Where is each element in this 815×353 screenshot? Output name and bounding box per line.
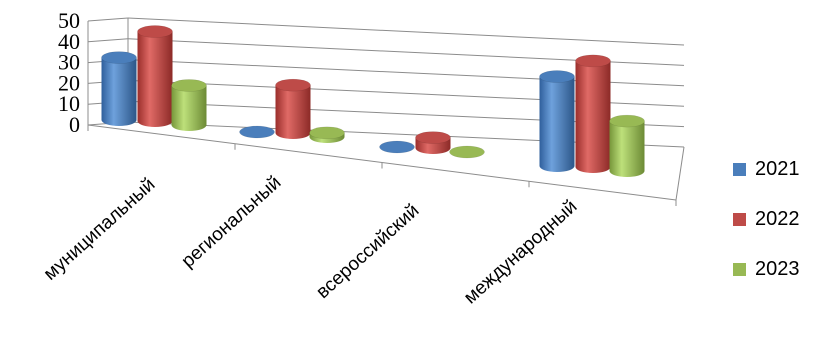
bar-body	[540, 77, 575, 172]
legend-swatch-2021	[733, 163, 746, 176]
side-gridline	[88, 39, 128, 42]
bar-top	[102, 52, 137, 64]
bar-top	[310, 127, 345, 139]
bar-top	[172, 79, 207, 91]
bars	[102, 26, 645, 177]
bar-body	[172, 85, 207, 131]
bar-2021-1	[240, 126, 275, 138]
bar-2023-1	[310, 127, 345, 143]
bar-top	[416, 132, 451, 144]
bar-2023-3	[610, 115, 645, 177]
legend-label-2023: 2023	[755, 258, 800, 281]
y-tick-label: 50	[58, 8, 80, 33]
bar-2021-3	[540, 71, 575, 172]
legend-item-2023: 2023	[733, 257, 813, 281]
bar-body	[576, 61, 611, 173]
bar-2023-0	[172, 79, 207, 131]
legend-swatch-2022	[733, 213, 746, 226]
bar-top	[540, 71, 575, 83]
bar-top	[576, 55, 611, 67]
legend-label-2021: 2021	[755, 158, 800, 181]
bar-2021-2	[380, 141, 415, 153]
bar-top	[380, 141, 415, 153]
bar-body	[610, 121, 645, 177]
gridline	[128, 18, 684, 45]
bar-body	[102, 58, 137, 126]
bar-body	[276, 85, 311, 139]
legend-item-2022: 2022	[733, 207, 813, 231]
x-category-label: муниципальный	[40, 174, 160, 285]
side-gridline	[88, 18, 128, 21]
legend: 2021 2022 2023	[733, 157, 813, 307]
bar-2023-2	[450, 146, 485, 158]
legend-item-2021: 2021	[733, 157, 813, 181]
x-category-label: всероссийский	[312, 200, 423, 303]
floor-right-edge	[676, 147, 684, 200]
bar-2022-0	[138, 26, 173, 127]
bar-2022-3	[576, 55, 611, 173]
legend-label-2022: 2022	[755, 208, 800, 231]
bar-top	[276, 79, 311, 91]
bar-2021-0	[102, 52, 137, 126]
bar-top	[610, 115, 645, 127]
bar-top	[450, 146, 485, 158]
bar-2022-2	[416, 132, 451, 154]
bar-body	[138, 32, 173, 127]
bar-2022-1	[276, 79, 311, 139]
x-category-label: международный	[460, 196, 581, 308]
x-category-label: региональный	[178, 172, 286, 272]
x-axis-categories: муниципальный региональный всероссийский ме…	[40, 172, 582, 308]
bar-top	[138, 26, 173, 38]
bar-top	[240, 126, 275, 138]
legend-swatch-2023	[733, 263, 746, 276]
